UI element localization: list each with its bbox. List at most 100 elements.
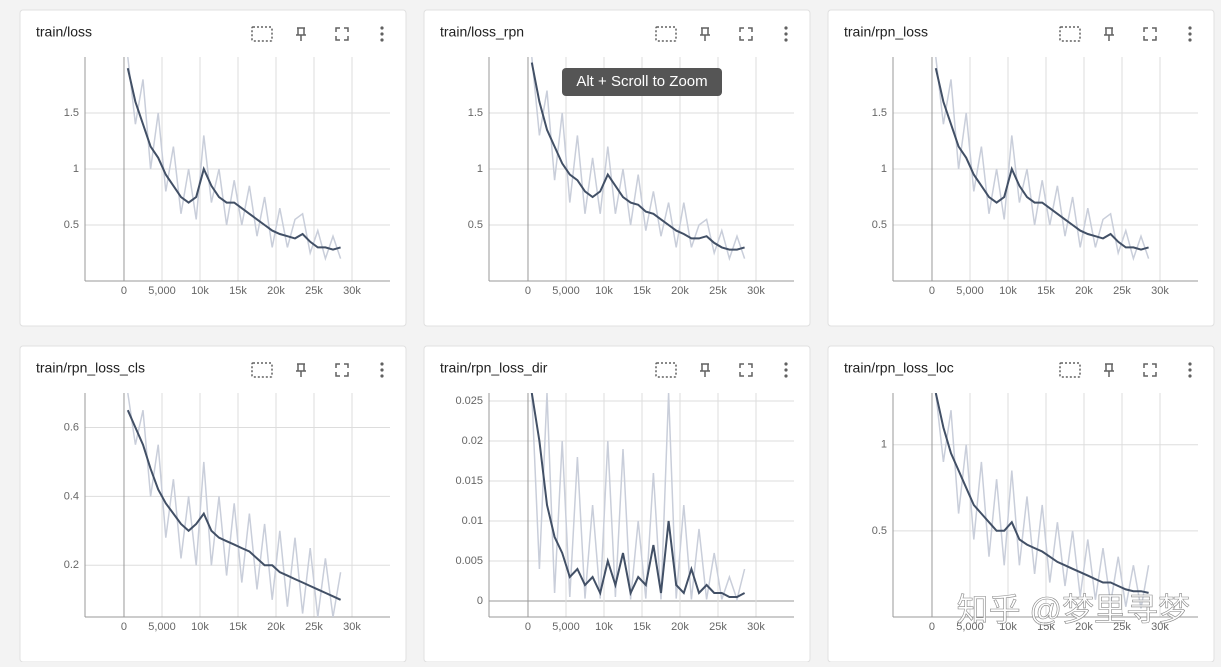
line-series bbox=[126, 67, 341, 251]
x-tick-label: 30k bbox=[343, 285, 361, 297]
fit-domain-icon[interactable] bbox=[251, 26, 273, 42]
fullscreen-icon[interactable] bbox=[335, 27, 349, 41]
menu-dot[interactable] bbox=[784, 38, 788, 42]
card-toolbar bbox=[655, 362, 788, 378]
chart-title: train/rpn_loss bbox=[844, 24, 928, 40]
menu-dot[interactable] bbox=[380, 32, 384, 36]
menu-dot[interactable] bbox=[380, 26, 384, 30]
card-toolbar bbox=[251, 362, 384, 378]
menu-dot[interactable] bbox=[784, 32, 788, 36]
y-tick-label: 1 bbox=[477, 163, 483, 175]
tooltip: Alt + Scroll to Zoom bbox=[562, 68, 722, 96]
menu-dot[interactable] bbox=[784, 362, 788, 366]
fit-domain-icon[interactable] bbox=[655, 362, 677, 378]
card bbox=[423, 345, 811, 663]
pin-icon[interactable] bbox=[296, 27, 306, 41]
fullscreen-icon[interactable] bbox=[1143, 27, 1157, 41]
menu-dot[interactable] bbox=[380, 368, 384, 372]
line-series bbox=[934, 393, 1149, 594]
chart-title: train/loss_rpn bbox=[440, 24, 524, 40]
tooltip-box bbox=[562, 68, 722, 96]
x-tick-label: 25k bbox=[709, 285, 727, 297]
x-tick-label: 10k bbox=[191, 285, 209, 297]
y-tick-label: 1 bbox=[73, 163, 79, 175]
y-tick-label: 1.5 bbox=[64, 107, 79, 119]
plot bbox=[126, 393, 342, 617]
pin-icon[interactable] bbox=[296, 363, 306, 377]
y-tick-label: 0.015 bbox=[455, 475, 483, 487]
x-tick-label: 20k bbox=[671, 621, 689, 633]
y-tick-label: 0.005 bbox=[455, 555, 483, 567]
line-series bbox=[935, 393, 1150, 609]
fullscreen-icon[interactable] bbox=[1143, 363, 1157, 377]
x-tick-label: 30k bbox=[343, 621, 361, 633]
x-tick-label: 5,000 bbox=[956, 285, 984, 297]
line-series bbox=[531, 57, 746, 262]
x-tick-label: 10k bbox=[191, 621, 209, 633]
card-toolbar bbox=[251, 26, 384, 42]
fullscreen-icon[interactable] bbox=[335, 363, 349, 377]
fullscreen-icon[interactable] bbox=[739, 27, 753, 41]
card bbox=[19, 345, 407, 663]
menu-dot[interactable] bbox=[1188, 374, 1192, 378]
plot bbox=[530, 57, 746, 262]
x-tick-label: 20k bbox=[267, 621, 285, 633]
y-tick-label: 1.5 bbox=[872, 107, 887, 119]
line-series bbox=[531, 393, 746, 603]
x-tick-label: 25k bbox=[709, 621, 727, 633]
y-tick-label: 0.5 bbox=[468, 219, 483, 231]
card-toolbar bbox=[655, 26, 788, 42]
menu-dot[interactable] bbox=[784, 26, 788, 30]
pin-icon[interactable] bbox=[1104, 27, 1114, 41]
x-tick-label: 25k bbox=[305, 285, 323, 297]
x-tick-label: 10k bbox=[999, 285, 1017, 297]
line-series bbox=[126, 409, 342, 601]
pin-icon[interactable] bbox=[700, 27, 710, 41]
x-tick-label: 15k bbox=[229, 621, 247, 633]
x-tick-label: 15k bbox=[633, 621, 651, 633]
menu-dot[interactable] bbox=[380, 362, 384, 366]
y-tick-label: 1.5 bbox=[468, 107, 483, 119]
y-tick-label: 0.4 bbox=[64, 490, 79, 502]
x-tick-label: 20k bbox=[1075, 285, 1093, 297]
pin-icon[interactable] bbox=[1104, 363, 1114, 377]
x-tick-label: 15k bbox=[633, 285, 651, 297]
x-tick-label: 0 bbox=[929, 285, 935, 297]
x-tick-label: 25k bbox=[1113, 285, 1131, 297]
menu-dot[interactable] bbox=[784, 374, 788, 378]
chart-title: train/loss bbox=[36, 24, 92, 40]
menu-dot[interactable] bbox=[784, 368, 788, 372]
x-tick-label: 5,000 bbox=[552, 621, 580, 633]
y-tick-label: 0.01 bbox=[462, 515, 483, 527]
fit-domain-icon[interactable] bbox=[1059, 362, 1081, 378]
menu-dot[interactable] bbox=[1188, 26, 1192, 30]
menu-dot[interactable] bbox=[380, 374, 384, 378]
fit-domain-icon[interactable] bbox=[1059, 26, 1081, 42]
fit-domain-icon[interactable] bbox=[655, 26, 677, 42]
y-tick-label: 0.025 bbox=[455, 395, 483, 407]
card-toolbar bbox=[1059, 362, 1192, 378]
fit-domain-icon[interactable] bbox=[251, 362, 273, 378]
x-tick-label: 30k bbox=[1151, 285, 1169, 297]
line-series bbox=[127, 57, 342, 262]
x-tick-label: 30k bbox=[1151, 621, 1169, 633]
pin-icon[interactable] bbox=[700, 363, 710, 377]
x-tick-label: 0 bbox=[121, 621, 127, 633]
card-toolbar bbox=[1059, 26, 1192, 42]
menu-dot[interactable] bbox=[1188, 38, 1192, 42]
x-tick-label: 15k bbox=[1037, 621, 1055, 633]
fullscreen-icon[interactable] bbox=[739, 363, 753, 377]
plot bbox=[934, 393, 1150, 609]
y-tick-label: 0.5 bbox=[872, 525, 887, 537]
watermark: 知乎 @梦里寻梦 bbox=[957, 591, 1190, 627]
y-tick-label: 0.5 bbox=[872, 219, 887, 231]
line-series bbox=[935, 57, 1150, 262]
menu-dot[interactable] bbox=[1188, 362, 1192, 366]
menu-dot[interactable] bbox=[1188, 368, 1192, 372]
menu-dot[interactable] bbox=[1188, 32, 1192, 36]
y-tick-label: 1 bbox=[881, 439, 887, 451]
menu-dot[interactable] bbox=[380, 38, 384, 42]
x-tick-label: 25k bbox=[305, 621, 323, 633]
